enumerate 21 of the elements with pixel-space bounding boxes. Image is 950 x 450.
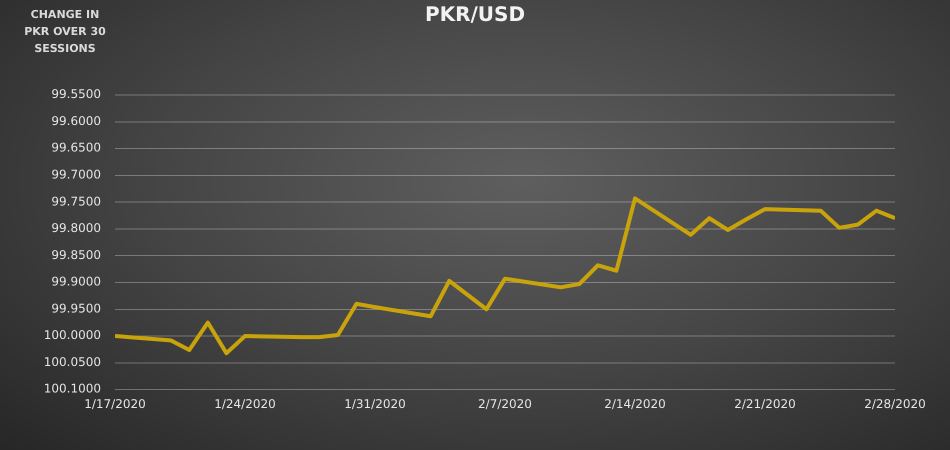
x-tick-label: 2/14/2020 <box>604 396 666 411</box>
x-tick-label: 2/21/2020 <box>734 396 796 411</box>
y-tick-label: 99.9500 <box>51 301 101 316</box>
y-tick-label: 99.6000 <box>51 114 101 128</box>
x-tick-label: 1/24/2020 <box>214 396 276 411</box>
x-tick-label: 2/7/2020 <box>478 396 532 411</box>
y-tick-label: 100.0000 <box>44 328 101 342</box>
y-tick-label: 99.8500 <box>51 248 101 262</box>
x-tick-label: 2/28/2020 <box>864 396 926 411</box>
y-tick-label: 99.8000 <box>51 221 101 236</box>
y-tick-label: 99.6500 <box>51 140 101 155</box>
y-axis-title: CHANGE IN PKR OVER 30 SESSIONS <box>23 7 107 57</box>
x-tick-label: 1/17/2020 <box>84 396 146 411</box>
y-tick-label: 99.7000 <box>51 167 101 182</box>
y-tick-label: 99.7500 <box>51 194 101 208</box>
y-tick-label: 100.0500 <box>44 354 101 369</box>
x-tick-label: 1/31/2020 <box>344 396 406 411</box>
y-tick-label: 99.9000 <box>51 274 101 289</box>
chart-title: PKR/USD <box>424 2 526 26</box>
y-tick-label: 99.5500 <box>51 87 101 102</box>
y-tick-label: 100.1000 <box>44 382 101 396</box>
